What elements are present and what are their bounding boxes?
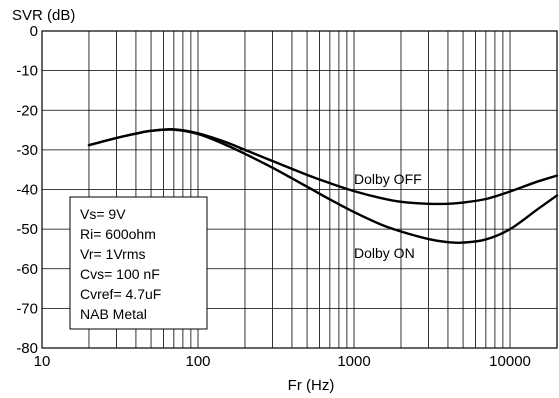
plot-frame (41, 30, 558, 349)
y-axis-title: SVR (dB) (12, 7, 75, 24)
y-tick-label: -50 (16, 221, 38, 238)
x-tick-label: 100 (185, 353, 210, 370)
condition-vr: Vr= 1Vrms (80, 246, 145, 262)
series-line-dolby-on (87, 128, 559, 245)
condition-ri: Ri= 600ohm (80, 226, 156, 242)
y-tick-label: 0 (30, 23, 38, 40)
y-tick-label: -10 (16, 63, 38, 80)
series-line-dolby-off (87, 127, 559, 206)
y-tick-label: -40 (16, 182, 38, 199)
condition-tape: NAB Metal (80, 306, 147, 322)
label-layer: SVR (dB) Fr (Hz) Dolby OFF Dolby ON 0 -10… (12, 7, 531, 394)
series-label-dolby-off: Dolby OFF (354, 171, 422, 187)
condition-vs: Vs= 9V (80, 206, 126, 222)
x-tick-label: 1000 (337, 353, 370, 370)
y-tick-label: -30 (16, 142, 38, 159)
series-label-dolby-on: Dolby ON (354, 245, 415, 261)
y-tick-label: -20 (16, 102, 38, 119)
y-tick-label: -60 (16, 261, 38, 278)
curve-layer (87, 127, 559, 245)
condition-cvref: Cvref= 4.7uF (80, 286, 161, 302)
x-tick-label: 10 (34, 353, 51, 370)
y-tick-label: -70 (16, 300, 38, 317)
conditions-box-frame (69, 196, 208, 330)
x-axis-title: Fr (Hz) (288, 377, 335, 394)
condition-cvs: Cvs= 100 nF (80, 266, 160, 282)
x-tick-label: 10000 (489, 353, 531, 370)
y-tick-label: -80 (16, 340, 38, 357)
conditions-box: Vs= 9V Ri= 600ohm Vr= 1Vrms Cvs= 100 nF … (69, 196, 208, 330)
